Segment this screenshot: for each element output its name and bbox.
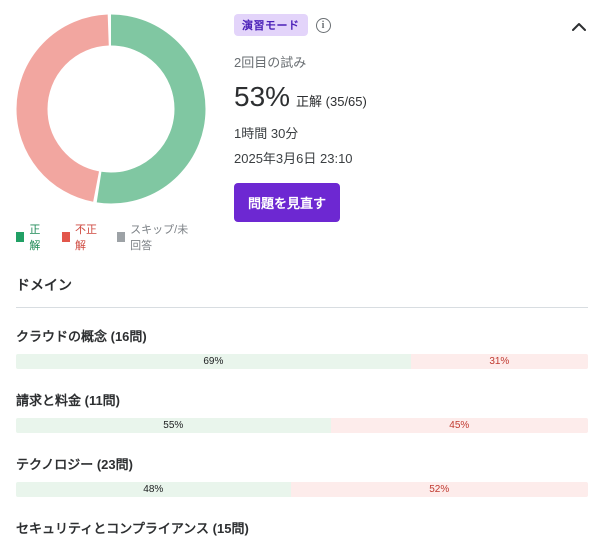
legend-label: 正解 <box>29 224 41 252</box>
domain-label: セキュリティとコンプライアンス (15問) <box>16 521 249 536</box>
legend-label: 不正解 <box>75 224 98 252</box>
score-row: 53% 正解 (35/65) <box>234 81 588 113</box>
domain-bar: 55% 45% <box>16 418 588 433</box>
legend-label: スキップ/未回答 <box>130 224 189 252</box>
summary-details: 演習モード i 2回目の試み 53% 正解 (35/65) 1時間 30分 20… <box>234 14 588 222</box>
domains-section: ドメイン クラウドの概念 (16問) 69% 31% 請求と料金 (11問) 5… <box>16 275 588 541</box>
results-donut-chart <box>16 14 206 204</box>
summary-header-row: 演習モード i <box>234 14 588 36</box>
incorrect-percent-label: 31% <box>489 356 510 367</box>
bar-correct-segment: 55% <box>16 418 331 433</box>
attempt-label: 2回目の試み <box>234 55 307 70</box>
correct-percent-label: 48% <box>143 484 164 495</box>
incorrect-percent-label: 52% <box>429 484 450 495</box>
summary-section: 正解 不正解 スキップ/未回答 演習モード i <box>16 14 588 253</box>
domain-label: クラウドの概念 (16問) <box>16 329 147 344</box>
chart-legend-top: 正解 不正解 スキップ/未回答 <box>16 221 212 253</box>
bar-incorrect-segment: 31% <box>410 354 588 369</box>
bar-incorrect-segment: 45% <box>330 418 588 433</box>
score-detail: 正解 (35/65) <box>296 94 367 109</box>
donut-correct-arc <box>16 14 206 204</box>
domain-bar: 48% 52% <box>16 482 588 497</box>
domain-row: 請求と料金 (11問) 55% 45% <box>16 390 588 433</box>
correct-percent-label: 69% <box>203 356 224 367</box>
review-questions-button[interactable]: 問題を見直す <box>234 183 341 222</box>
correct-swatch-icon <box>16 232 25 242</box>
datetime-label: 2025年3月6日 23:10 <box>234 151 353 166</box>
domain-row: セキュリティとコンプライアンス (15問) 47% 53% <box>16 518 588 541</box>
domain-label: 請求と料金 (11問) <box>16 393 121 408</box>
bar-correct-segment: 48% <box>16 482 291 497</box>
correct-percent-label: 55% <box>163 420 184 431</box>
info-icon[interactable]: i <box>315 17 331 33</box>
score-percent: 53% <box>234 81 291 112</box>
incorrect-percent-label: 45% <box>449 420 470 431</box>
donut-incorrect-arc <box>16 14 206 204</box>
domain-label: テクノロジー (23問) <box>16 457 133 472</box>
practice-mode-badge: 演習モード <box>234 14 308 36</box>
bar-incorrect-segment: 52% <box>290 482 588 497</box>
domain-row: テクノロジー (23問) 48% 52% <box>16 454 588 497</box>
bar-correct-segment: 69% <box>16 354 411 369</box>
legend-item-skipped: スキップ/未回答 <box>116 221 198 253</box>
legend-item-incorrect: 不正解 <box>61 221 103 253</box>
domain-bar: 69% 31% <box>16 354 588 369</box>
incorrect-swatch-icon <box>61 232 71 242</box>
legend-item-correct: 正解 <box>16 221 48 253</box>
duration-label: 1時間 30分 <box>234 126 299 141</box>
chevron-up-icon <box>572 22 586 31</box>
domains-section-title: ドメイン <box>16 275 588 308</box>
donut-column: 正解 不正解 スキップ/未回答 <box>16 14 212 253</box>
skipped-swatch-icon <box>116 232 126 242</box>
domain-row: クラウドの概念 (16問) 69% 31% <box>16 326 588 369</box>
collapse-button[interactable] <box>570 17 588 36</box>
